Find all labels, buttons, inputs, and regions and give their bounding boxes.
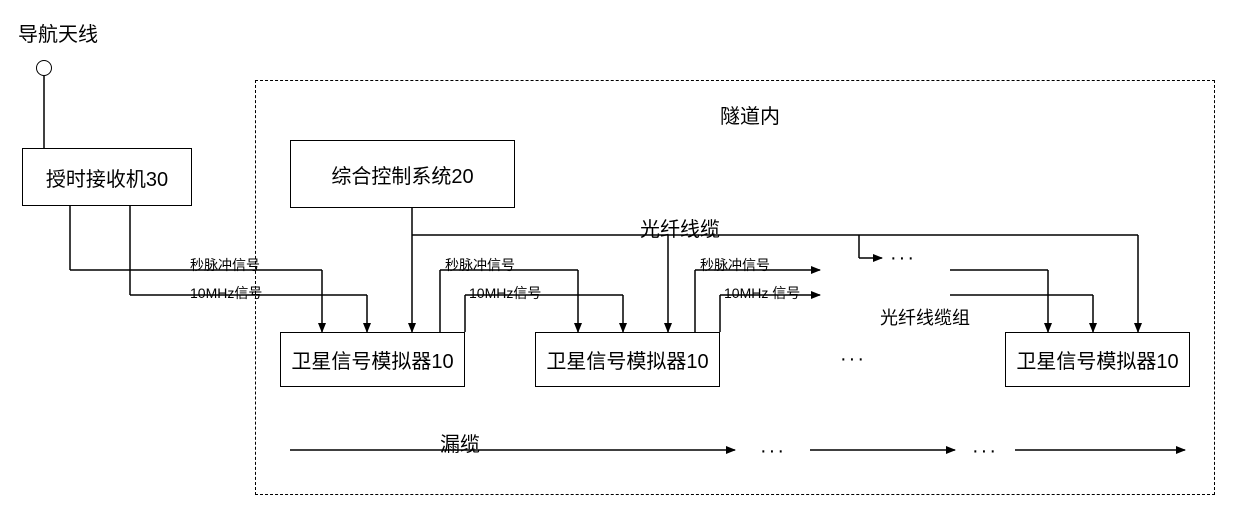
antenna-label: 导航天线 (18, 18, 98, 47)
tunnel-label: 隧道内 (720, 100, 780, 129)
ellipsis-2: ··· (890, 247, 916, 270)
diagram-canvas: 导航天线 隧道内 授时接收机30 综合控制系统20 卫星信号模拟器10 卫星信号… (0, 0, 1240, 529)
simulator-3-text: 卫星信号模拟器10 (1016, 345, 1178, 374)
antenna-label-text: 导航天线 (18, 24, 98, 46)
simulator-box-3: 卫星信号模拟器10 (1005, 332, 1190, 387)
sec-pulse-label-1: 秒脉冲信号 (190, 255, 260, 275)
sec-pulse-label-3: 秒脉冲信号 (700, 255, 770, 275)
fiber-cable-group-text: 光纤线缆组 (880, 308, 970, 328)
antenna-icon (36, 60, 52, 76)
simulator-box-2: 卫星信号模拟器10 (535, 332, 720, 387)
simulator-1-text: 卫星信号模拟器10 (291, 345, 453, 374)
leaky-cable-text: 漏缆 (440, 434, 480, 456)
ellipsis-4: ··· (972, 440, 998, 463)
receiver-text: 授时接收机30 (46, 163, 168, 192)
leaky-cable-label: 漏缆 (440, 428, 480, 457)
simulator-2-text: 卫星信号模拟器10 (546, 345, 708, 374)
tenmhz-label-3: 10MHz 信号 (724, 283, 800, 303)
tenmhz-label-1: 10MHz信号 (190, 283, 262, 303)
ellipsis-3: ··· (760, 440, 786, 463)
tunnel-label-text: 隧道内 (720, 106, 780, 128)
sec-pulse-label-2: 秒脉冲信号 (445, 255, 515, 275)
simulator-box-1: 卫星信号模拟器10 (280, 332, 465, 387)
fiber-cable-text: 光纤线缆 (640, 219, 720, 241)
tenmhz-label-2: 10MHz信号 (469, 283, 541, 303)
ellipsis-1: ··· (840, 348, 866, 371)
fiber-cable-group-label: 光纤线缆组 (880, 304, 970, 330)
receiver-box: 授时接收机30 (22, 148, 192, 206)
controller-text: 综合控制系统20 (331, 160, 473, 189)
controller-box: 综合控制系统20 (290, 140, 515, 208)
fiber-cable-label: 光纤线缆 (640, 213, 720, 242)
